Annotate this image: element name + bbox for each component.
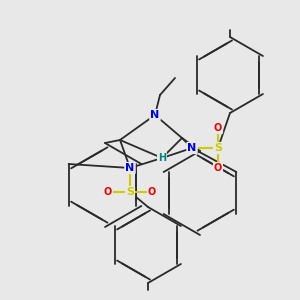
Text: S: S <box>214 143 222 153</box>
Text: S: S <box>126 187 134 197</box>
Text: N: N <box>188 143 196 153</box>
Text: N: N <box>125 163 135 173</box>
Text: H: H <box>158 153 166 163</box>
Text: O: O <box>104 187 112 197</box>
Text: O: O <box>148 187 156 197</box>
Text: N: N <box>150 110 160 120</box>
Text: O: O <box>214 163 222 173</box>
Text: O: O <box>214 123 222 133</box>
